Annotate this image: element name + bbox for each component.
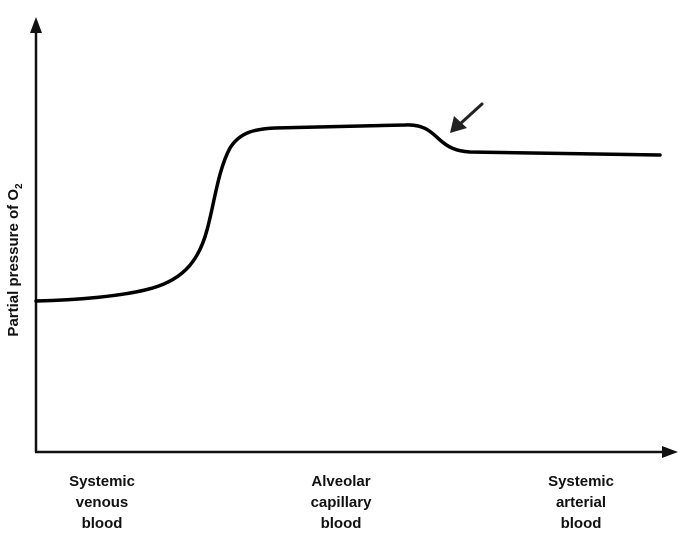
po2-curve: [34, 123, 662, 303]
x-category-alveolar-capillary: Alveolar capillary blood: [310, 473, 372, 532]
x-axis-arrowhead: [662, 446, 678, 458]
y-axis-label: Partial pressure of O2: [5, 183, 25, 337]
y-axis-arrowhead: [30, 17, 42, 33]
x-category-systemic-arterial: Systemic arterial blood: [548, 473, 614, 532]
arrow-down-left-icon: [450, 102, 484, 133]
x-category-systemic-venous: Systemic venous blood: [69, 473, 135, 532]
